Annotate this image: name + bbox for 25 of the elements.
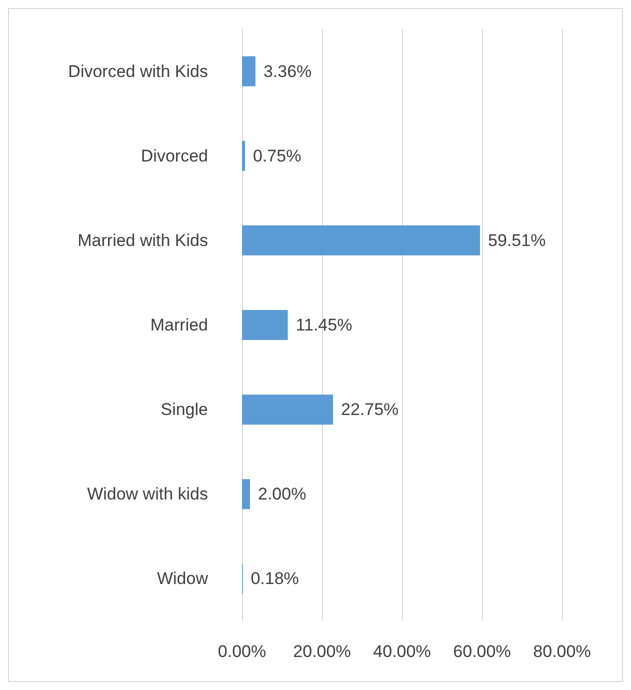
data-label: 59.51% (488, 230, 546, 250)
x-tick-label: 60.00% (453, 642, 511, 661)
data-label: 0.75% (253, 146, 302, 166)
bar (242, 310, 288, 340)
y-tick-label: Married (150, 316, 208, 334)
bar (242, 140, 245, 171)
y-tick-label: Widow (156, 569, 209, 588)
y-tick-label: Married with Kids (78, 230, 208, 250)
bar (242, 56, 256, 86)
y-tick-label: Divorced with Kids (68, 62, 208, 81)
data-label: 0.18% (250, 569, 299, 588)
data-label: 11.45% (296, 316, 352, 334)
y-tick-label: Widow with kids (87, 484, 208, 504)
data-label: 22.75% (341, 400, 399, 420)
x-tick-label: 40.00% (373, 642, 431, 661)
x-tick-label: 80.00% (533, 642, 591, 661)
y-tick-label: Divorced (140, 146, 208, 166)
bar (242, 225, 480, 256)
data-label: 2.00% (258, 484, 306, 504)
data-label: 3.36% (263, 62, 312, 81)
x-tick-label: 0.00% (218, 642, 266, 661)
y-tick-label: Single (160, 400, 208, 420)
bar (242, 479, 250, 510)
x-tick-label: 20.00% (293, 642, 351, 661)
bar (242, 394, 333, 425)
